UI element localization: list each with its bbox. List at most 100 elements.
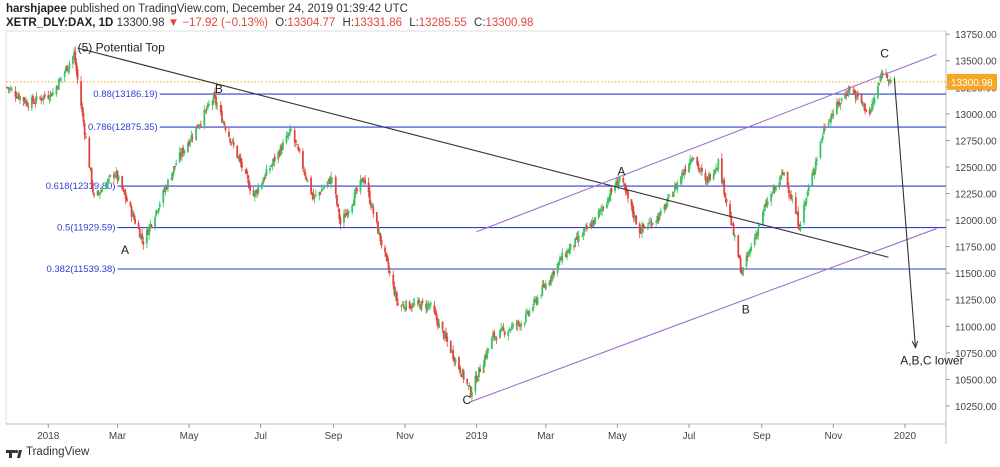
candle-body [524,313,527,322]
candle-body [293,130,296,142]
fib-level-label: 0.5(11929.59) [57,223,115,234]
candle-body [231,140,234,142]
candle-body [420,301,423,311]
x-tick-label: May [608,431,627,442]
candle-body [368,191,371,204]
candle-body [48,98,51,100]
candle-body [171,172,174,179]
candle-body [738,256,741,259]
candle-body [642,223,645,228]
candle-body [479,368,482,372]
candle-body [442,330,445,339]
candle-body [296,144,298,146]
candle-body [536,297,539,305]
candle-body [271,163,274,167]
fib-level-label: 0.618(12319.80) [46,181,116,192]
candle-body [639,233,642,235]
candle-body [665,203,668,208]
symbol-label: XETR_DLY:DAX, 1D [6,17,114,29]
candle-body [635,215,638,225]
candle-body [597,211,600,218]
candle-body [216,105,219,107]
candle-body [590,224,593,228]
candle-body [360,178,363,182]
candle-body [733,235,736,238]
candle-body [163,190,166,192]
y-tick-label: 12250.00 [955,190,997,201]
candle-body [475,375,478,383]
candle-body [878,82,881,86]
candle-body [236,145,239,158]
candle-body [397,303,399,306]
candle-body [319,192,322,194]
candle-body [183,150,186,154]
candle-body [544,283,547,290]
candle-body [534,299,537,301]
candle-body [412,303,415,307]
candle-body [256,190,259,194]
candle-body [459,367,462,374]
x-tick-label: Sep [753,431,771,442]
candle-body [495,338,498,340]
candle-body [745,255,748,267]
candle-body [799,224,802,231]
candle-body [320,189,323,192]
candle-body [190,135,193,142]
fib-level-label: 0.88(13186.19) [93,89,157,100]
candle-body [155,210,158,216]
candle-body [400,305,403,308]
candle-body [249,186,251,191]
candle-body [614,187,616,191]
candle-body [330,176,332,184]
candle-body [814,161,817,171]
candle-body [131,212,134,217]
candle-body [864,103,866,112]
tradingview-logo[interactable]: TradingView [6,446,89,458]
candle-body [508,329,511,331]
candle-body [149,223,152,228]
candle-body [764,203,767,209]
candle-body [134,218,136,224]
tradingview-logo-icon [6,449,22,458]
candle-body [532,307,534,312]
close-label: C: [473,17,486,29]
x-tick-label: 2019 [465,431,488,442]
author-name[interactable]: harshjapee [6,3,67,15]
candle-body [130,206,133,217]
candle-body [676,182,679,191]
candle-body [327,178,330,182]
candle-body [551,271,554,277]
candle-body [107,178,109,183]
candle-body [104,187,107,189]
candle-body [568,248,571,254]
candle-body [109,175,112,177]
candle-body [212,93,215,104]
candle-body [533,298,535,306]
candle-body [165,186,168,189]
candle-body [188,141,190,146]
candle-body [75,62,78,72]
candle-body [623,184,626,187]
candle-body [832,113,835,117]
candle-body [278,152,281,156]
y-tick-label: 13500.00 [955,57,997,68]
candle-body [378,231,381,235]
candle-body [584,226,587,228]
candle-body [541,285,544,296]
y-tick-label: 12750.00 [955,136,997,147]
candle-body [385,252,388,257]
last-price: 13300.98 [116,17,165,29]
wave-annotation: B [742,303,750,317]
candle-body [827,122,830,126]
candle-body [76,69,79,80]
candle-body [114,174,117,178]
candle-body [50,94,53,97]
candle-body [846,94,849,96]
candle-body [137,222,140,229]
candle-body [205,109,208,111]
candle-body [287,132,290,137]
candle-body [494,336,497,339]
candle-body [648,222,650,225]
candle-body [575,236,578,239]
